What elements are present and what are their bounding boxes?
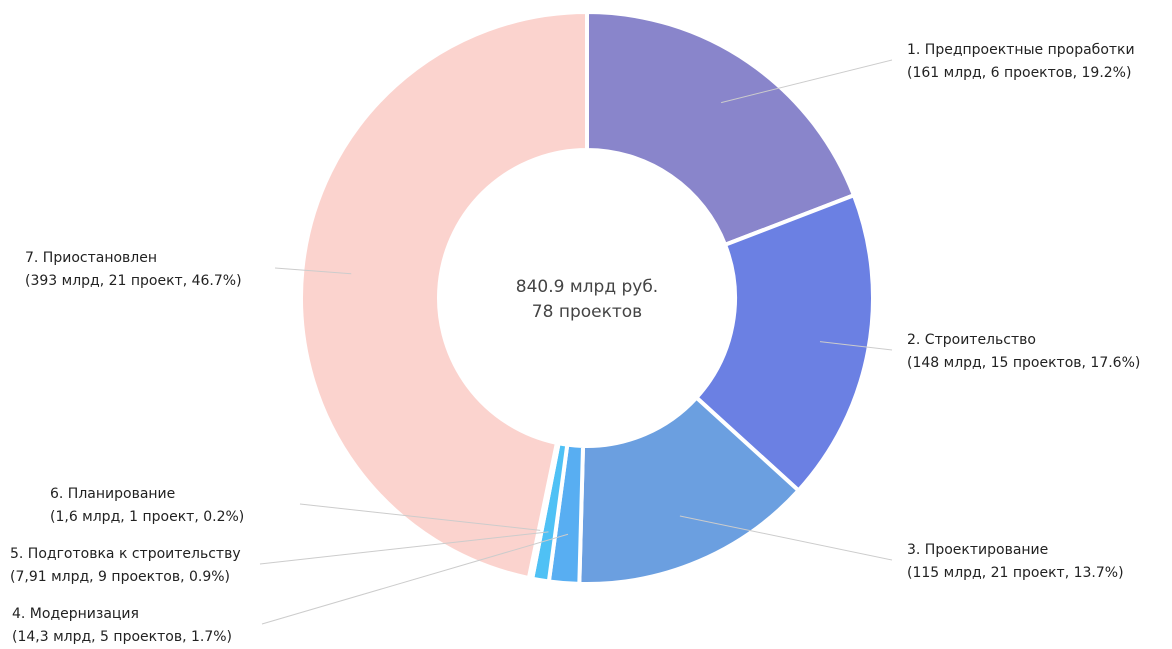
- leaders: [259, 59, 893, 625]
- slice-value-label: (7,91 млрд, 9 проектов, 0.9%): [10, 569, 230, 585]
- leader-line: [261, 533, 569, 625]
- slice-label: 7. Приостановлен: [25, 250, 157, 266]
- slice-label: 2. Строительство: [907, 332, 1036, 348]
- leader-line: [299, 503, 541, 531]
- slice-label: 6. Планирование: [50, 486, 175, 502]
- slice-value-label: (393 млрд, 21 проект, 46.7%): [25, 273, 242, 289]
- leader-line: [721, 59, 893, 104]
- slice: [299, 9, 589, 581]
- slice-label: 5. Подготовка к строительству: [10, 546, 241, 562]
- center-label: 840.9 млрд руб.: [516, 277, 658, 297]
- leader-line: [819, 341, 893, 351]
- slice: [693, 192, 875, 494]
- slices: [299, 9, 875, 586]
- slice-value-label: (1,6 млрд, 1 проект, 0.2%): [50, 509, 244, 525]
- slice: [577, 394, 802, 586]
- leader-line: [679, 515, 893, 561]
- center-label: 78 проектов: [532, 302, 642, 322]
- slice-label: 1. Предпроектные проработки: [907, 42, 1135, 58]
- slice-label: 3. Проектирование: [907, 542, 1048, 558]
- slice-value-label: (14,3 млрд, 5 проектов, 1.7%): [12, 629, 232, 645]
- leader-line: [274, 267, 352, 275]
- slice-value-label: (161 млрд, 6 проектов, 19.2%): [907, 65, 1131, 81]
- slice-value-label: (115 млрд, 21 проект, 13.7%): [907, 565, 1124, 581]
- slice: [585, 9, 857, 248]
- slice-value-label: (148 млрд, 15 проектов, 17.6%): [907, 355, 1140, 371]
- slice-label: 4. Модернизация: [12, 606, 139, 622]
- leader-line: [259, 531, 549, 565]
